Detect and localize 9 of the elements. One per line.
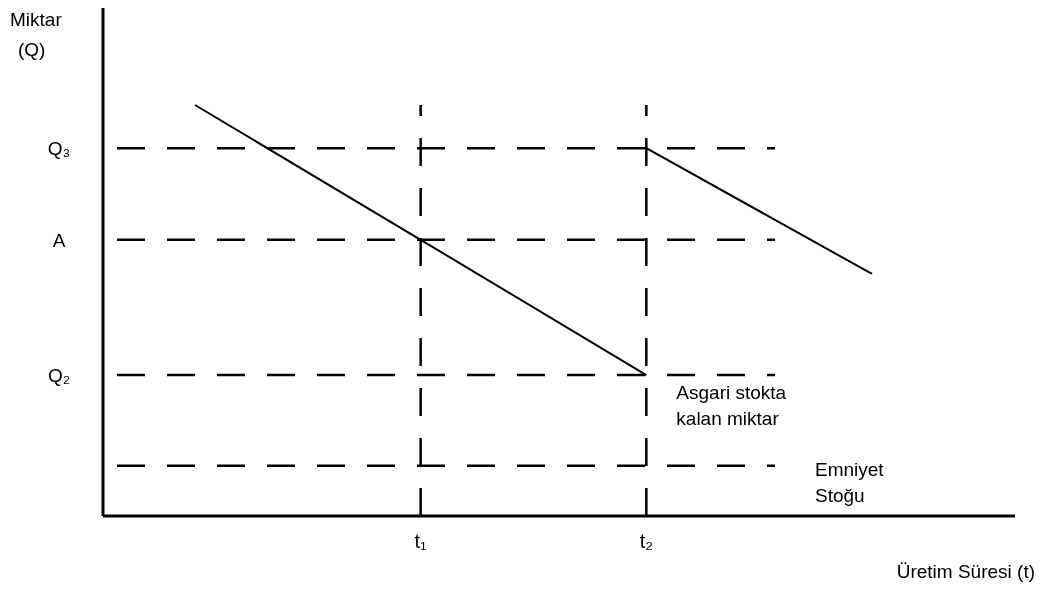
y-axis-title: Miktar (Q) xyxy=(10,9,63,60)
x-tick-label: t₂ xyxy=(639,530,653,552)
x-tick-label: t₁ xyxy=(414,530,428,552)
annotation: Asgari stokta kalan miktar xyxy=(676,382,787,430)
x-axis-title: Üretim Süresi (t) xyxy=(896,561,1035,582)
ref-line-label: Emniyet Stoğu xyxy=(815,458,885,506)
ref-line-label: Q₂ xyxy=(47,365,71,387)
ref-line-label: Q₃ xyxy=(47,138,71,160)
ref-line-label: A xyxy=(52,229,66,251)
